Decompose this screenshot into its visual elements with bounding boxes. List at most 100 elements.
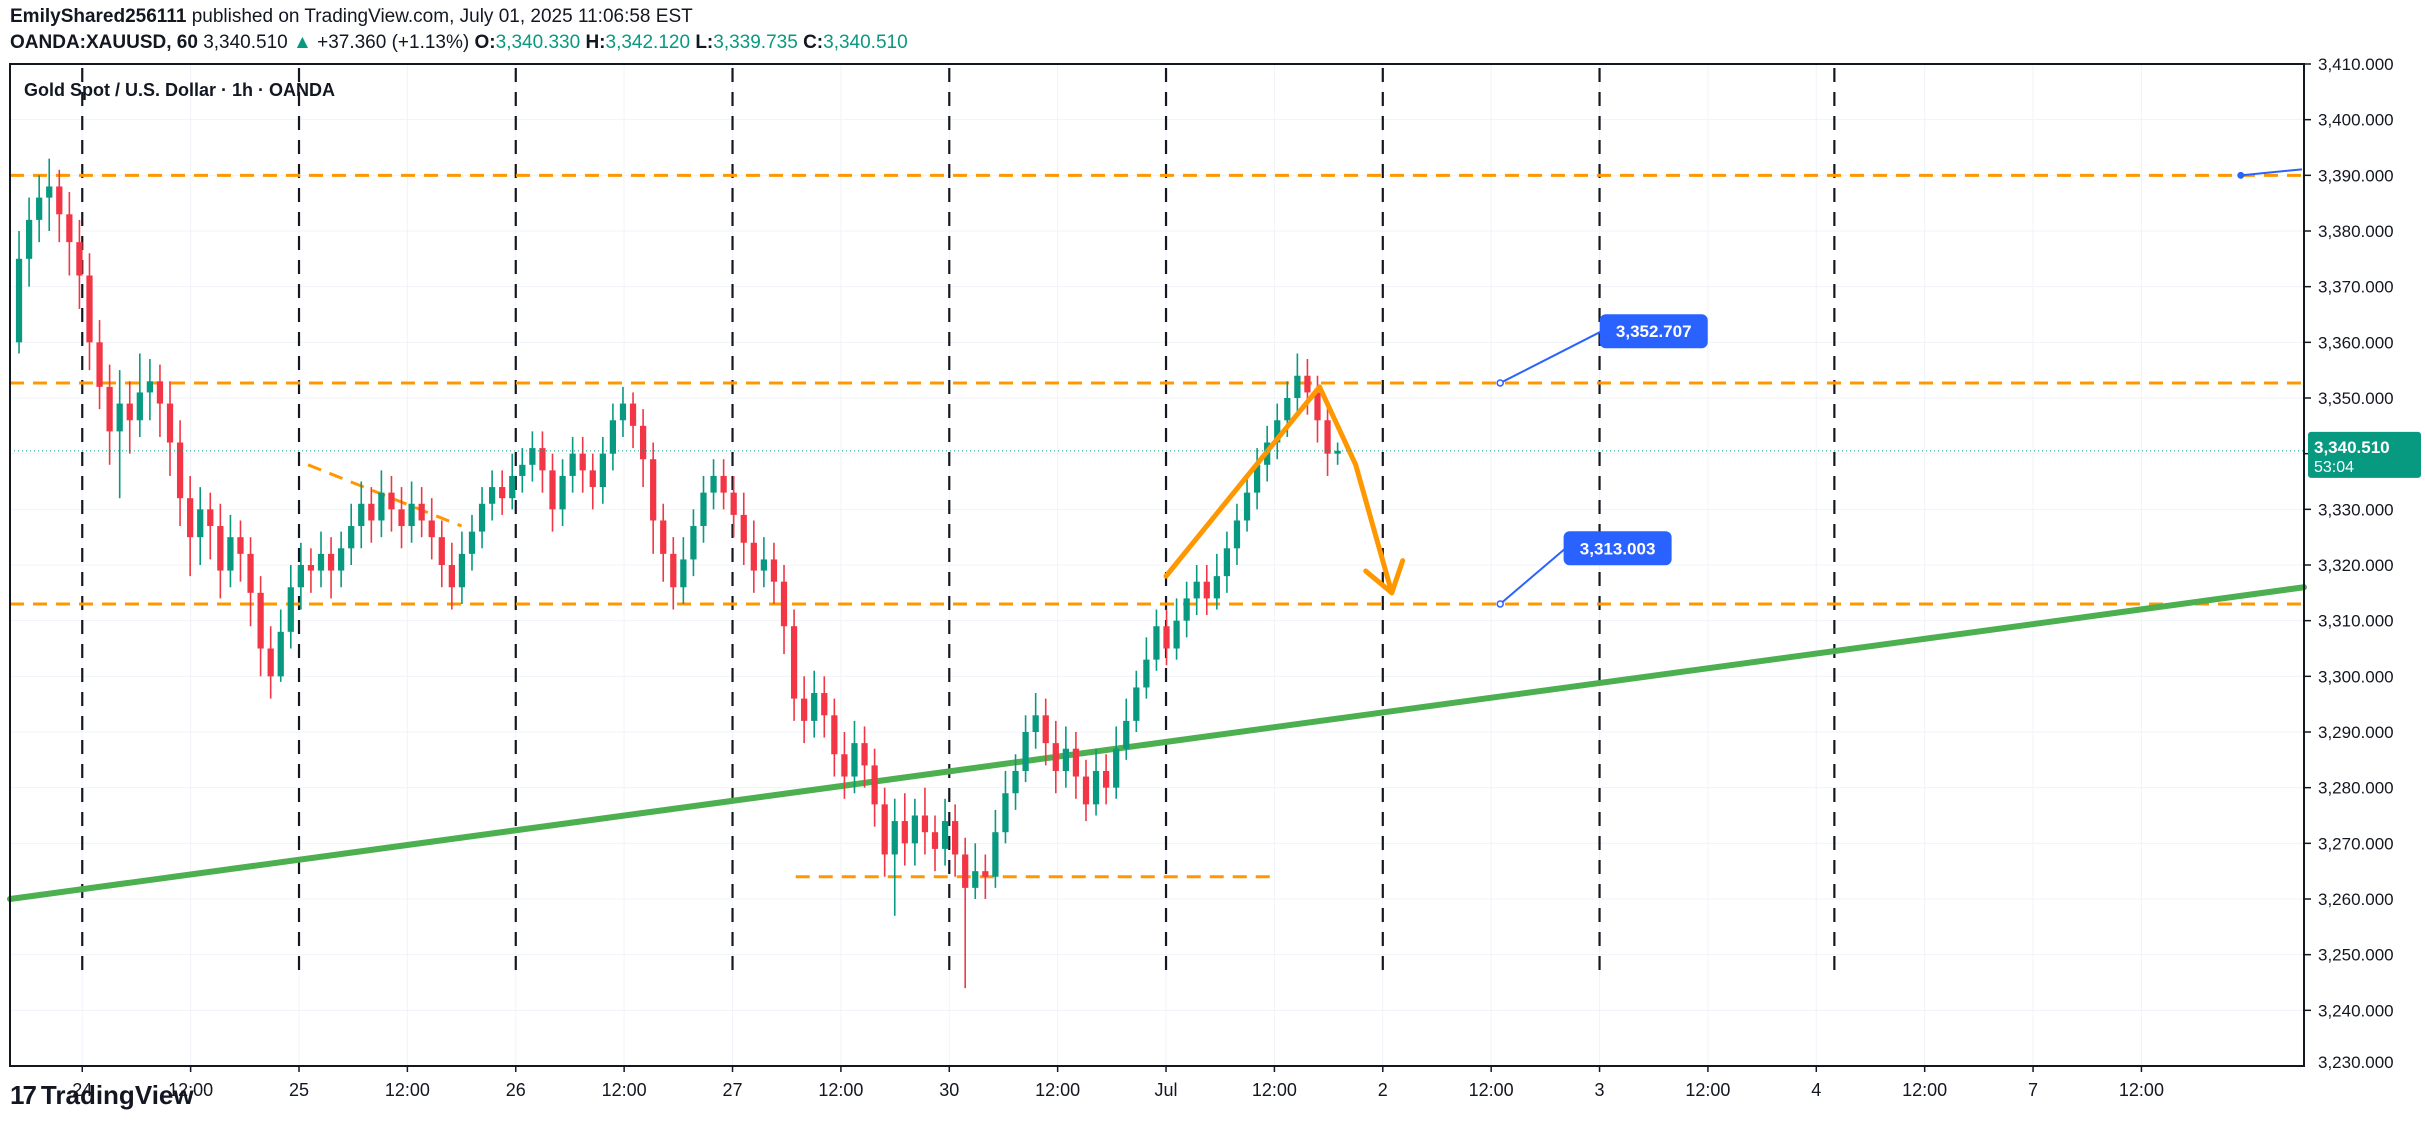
candle-body [1022, 732, 1029, 771]
candle-body [1183, 598, 1190, 621]
y-tick-label: 3,360.000 [2318, 333, 2394, 352]
candle-body [629, 403, 637, 426]
candle-body [579, 453, 586, 471]
candle-body [327, 553, 335, 571]
candle-body [780, 581, 788, 627]
ohlc-line: OANDA:XAUUSD, 60 3,340.510 ▲ +37.360 (+1… [10, 32, 908, 54]
candle-body [478, 503, 486, 532]
callout-box[interactable] [1563, 531, 1672, 566]
x-tick-label: 4 [1811, 1080, 1821, 1100]
candle-body [750, 542, 757, 571]
candle-body [197, 509, 204, 538]
candle-body [770, 559, 778, 582]
candle-body [96, 342, 103, 387]
candle-body [1062, 748, 1069, 771]
candle-body [106, 386, 113, 432]
candle-body [639, 425, 647, 460]
candle-body [1143, 659, 1150, 688]
x-tick-label: 3 [1595, 1080, 1605, 1100]
tradingview-logo-icon: 17 [10, 1080, 37, 1110]
candle-body [941, 821, 949, 849]
close-value: 3,340.510 [823, 32, 908, 53]
candle-body [1274, 420, 1281, 443]
x-tick-label: 2 [1378, 1080, 1388, 1100]
candle-body [559, 475, 566, 510]
candle-body [992, 832, 999, 877]
candle-body [368, 503, 375, 521]
candle-body [36, 197, 43, 220]
candle-body [841, 754, 848, 777]
candle-body [1042, 715, 1049, 744]
candle-body [247, 553, 254, 593]
x-tick-label: 12:00 [602, 1080, 647, 1100]
candles [15, 158, 1341, 989]
candle-body [187, 498, 194, 538]
candle-body [358, 503, 365, 527]
callout-label: 3,352.707 [1616, 322, 1692, 341]
candle-body [1334, 450, 1341, 454]
candle-body [46, 186, 53, 198]
x-tick-label: 7 [2028, 1080, 2038, 1100]
trendlines[interactable] [7, 463, 2307, 902]
grid-lines [10, 63, 2304, 1066]
candle-body [307, 565, 315, 571]
change-arrow-icon: ▲ [293, 32, 312, 53]
candle-body [1102, 770, 1110, 788]
x-tick-label: 12:00 [168, 1080, 213, 1100]
projection[interactable] [1163, 384, 1406, 596]
projection-arrowhead[interactable] [1363, 558, 1406, 596]
y-tick-label: 3,270.000 [2318, 834, 2394, 853]
time-axis[interactable]: 24 12:00 25 12:00 26 12:00 27 12:00 30 12:00 Jul 12… [72, 1066, 2164, 1100]
candle-body [720, 475, 727, 493]
y-tick-label: 3,240.000 [2318, 1001, 2394, 1020]
candle-body [468, 531, 476, 554]
callout-anchor [1496, 379, 1504, 387]
symbol-label[interactable]: OANDA:XAUUSD, 60 [10, 32, 198, 53]
x-tick-label: 12:00 [1035, 1080, 1080, 1100]
candle-body [1052, 743, 1059, 771]
price-axis[interactable]: 3,240.000 3,250.000 3,260.000 3,270.000 3,28… [2304, 55, 2394, 1072]
y-tick-label-cut: 3,230.000 [2318, 1053, 2394, 1072]
candle-body [1163, 626, 1170, 649]
candle-body [700, 492, 707, 527]
y-tick-label: 3,250.000 [2318, 946, 2394, 965]
candle-body [680, 559, 687, 588]
candle-body [1253, 464, 1261, 493]
candle-body [217, 526, 224, 571]
local-downtrend-line[interactable] [307, 463, 463, 528]
callout-box[interactable] [1599, 314, 1708, 349]
candle-body [619, 403, 627, 421]
high-label: H: [585, 32, 606, 53]
y-tick-label: 3,310.000 [2318, 612, 2394, 631]
candle-body [408, 503, 415, 527]
candle-body [1012, 770, 1019, 794]
candle-body [388, 492, 395, 510]
projection-path[interactable] [1163, 384, 1395, 596]
rising-trendline[interactable] [7, 584, 2307, 902]
last-price-badge: 3,340.510 53:04 [2308, 431, 2421, 478]
candle-body [569, 453, 576, 476]
candle-body [237, 537, 244, 554]
candle-body [529, 448, 536, 465]
candle-body [670, 553, 677, 588]
candle-body [56, 186, 63, 215]
y-tick-label: 3,320.000 [2318, 556, 2394, 575]
candle-body [1203, 581, 1210, 599]
candle-body [509, 475, 516, 499]
candle-body [650, 459, 657, 521]
candle-body [227, 537, 234, 571]
candle-body [901, 821, 908, 844]
candle-body [176, 442, 184, 499]
candle-body [166, 403, 174, 443]
candle-body [931, 832, 939, 849]
candle-body [257, 592, 264, 649]
candle-body [116, 403, 123, 432]
brand-footer[interactable]: 17 TradingView [10, 1080, 194, 1111]
price-callouts[interactable]: 3,352.707 3,313.003 [1496, 168, 2303, 608]
x-tick-label: 26 [506, 1080, 526, 1100]
y-tick-label: 3,350.000 [2318, 389, 2394, 408]
candle-body [952, 821, 959, 855]
candle-body [760, 559, 768, 571]
author-name[interactable]: EmilyShared256111 [10, 6, 187, 27]
